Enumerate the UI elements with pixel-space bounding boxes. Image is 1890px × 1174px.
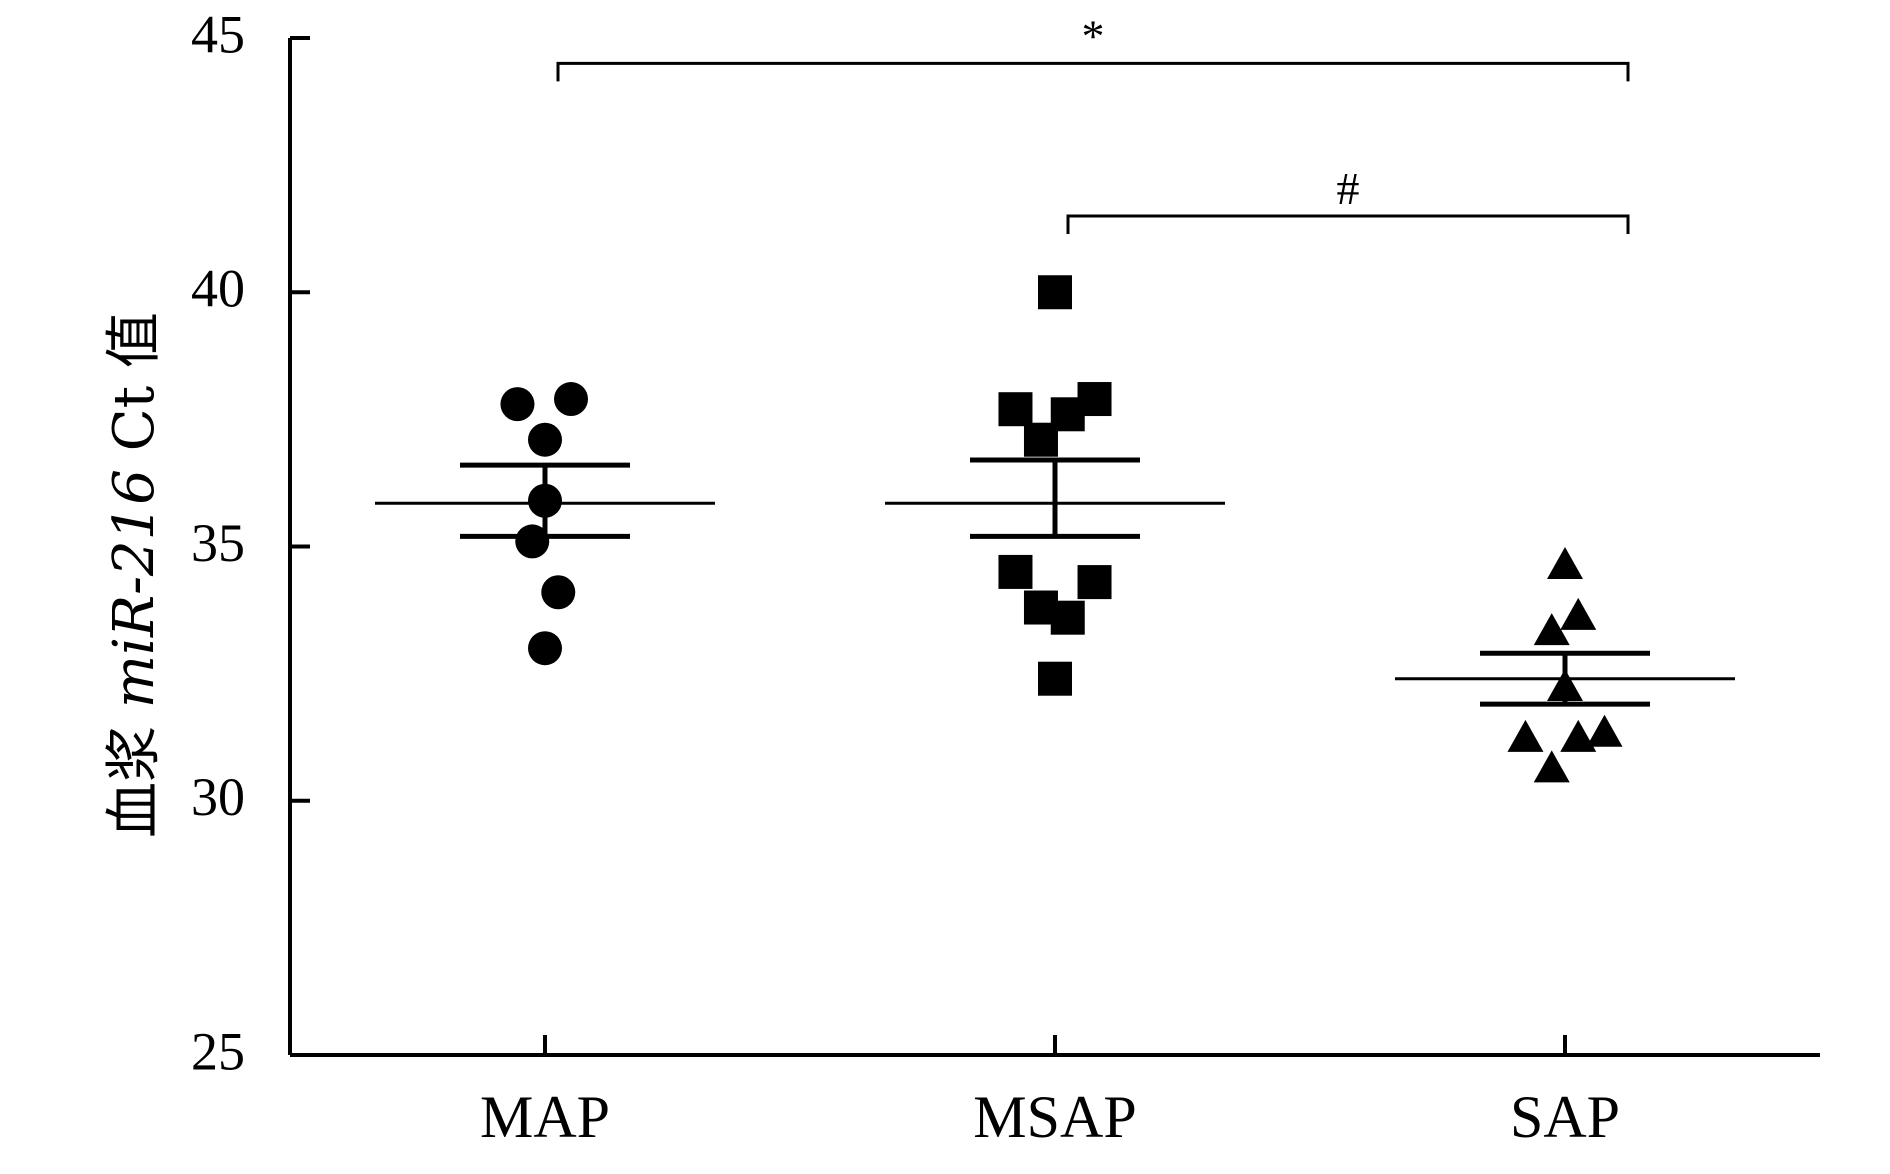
x-tick-label-msap: MSAP xyxy=(973,1084,1136,1150)
y-tick-label-25: 25 xyxy=(191,1021,245,1081)
point-msap-5 xyxy=(1077,382,1112,417)
point-sap-7 xyxy=(1586,714,1623,747)
point-map-2 xyxy=(528,422,562,457)
significance-label-2: # xyxy=(1337,163,1360,214)
point-map-4 xyxy=(528,483,562,518)
point-msap-1 xyxy=(1038,275,1072,310)
point-map-5 xyxy=(515,524,550,559)
point-map-7 xyxy=(528,631,562,666)
significance-brackets: *# xyxy=(556,10,1630,234)
point-msap-7 xyxy=(1077,565,1112,600)
significance-label-1: * xyxy=(1082,10,1105,61)
y-axis-label-suffix: Ct 值 xyxy=(102,312,167,469)
point-map-3 xyxy=(554,382,589,417)
point-msap-6 xyxy=(998,554,1033,589)
point-sap-2 xyxy=(1533,613,1570,646)
y-tick-label-45: 45 xyxy=(191,4,245,64)
y-axis-label-prefix: 血浆 xyxy=(102,708,167,838)
point-sap-6 xyxy=(1560,719,1597,752)
point-msap-9 xyxy=(1050,600,1085,635)
y-axis: 25 30 35 40 45 xyxy=(191,4,310,1081)
point-msap-2 xyxy=(998,392,1033,427)
x-tick-label-map: MAP xyxy=(480,1084,610,1150)
y-axis-label: 血浆 miR-216 Ct 值 xyxy=(102,312,167,838)
point-sap-8 xyxy=(1533,750,1570,783)
point-map-6 xyxy=(541,575,576,610)
y-tick-label-40: 40 xyxy=(191,259,245,319)
significance-bracket-2 xyxy=(1066,214,1630,234)
point-sap-4 xyxy=(1547,669,1583,702)
y-axis-label-gene: miR-216 xyxy=(102,469,167,708)
y-tick-label-35: 35 xyxy=(191,513,245,573)
point-map-1 xyxy=(500,387,535,422)
data-points xyxy=(500,275,1623,783)
significance-bracket-1 xyxy=(556,61,1630,82)
point-msap-10 xyxy=(1038,661,1072,696)
point-sap-5 xyxy=(1507,719,1544,752)
x-tick-label-sap: SAP xyxy=(1510,1084,1620,1150)
point-sap-3 xyxy=(1560,597,1597,630)
y-tick-label-30: 30 xyxy=(191,767,245,827)
point-sap-1 xyxy=(1547,547,1583,579)
x-axis: MAP MSAP SAP xyxy=(290,1035,1820,1150)
